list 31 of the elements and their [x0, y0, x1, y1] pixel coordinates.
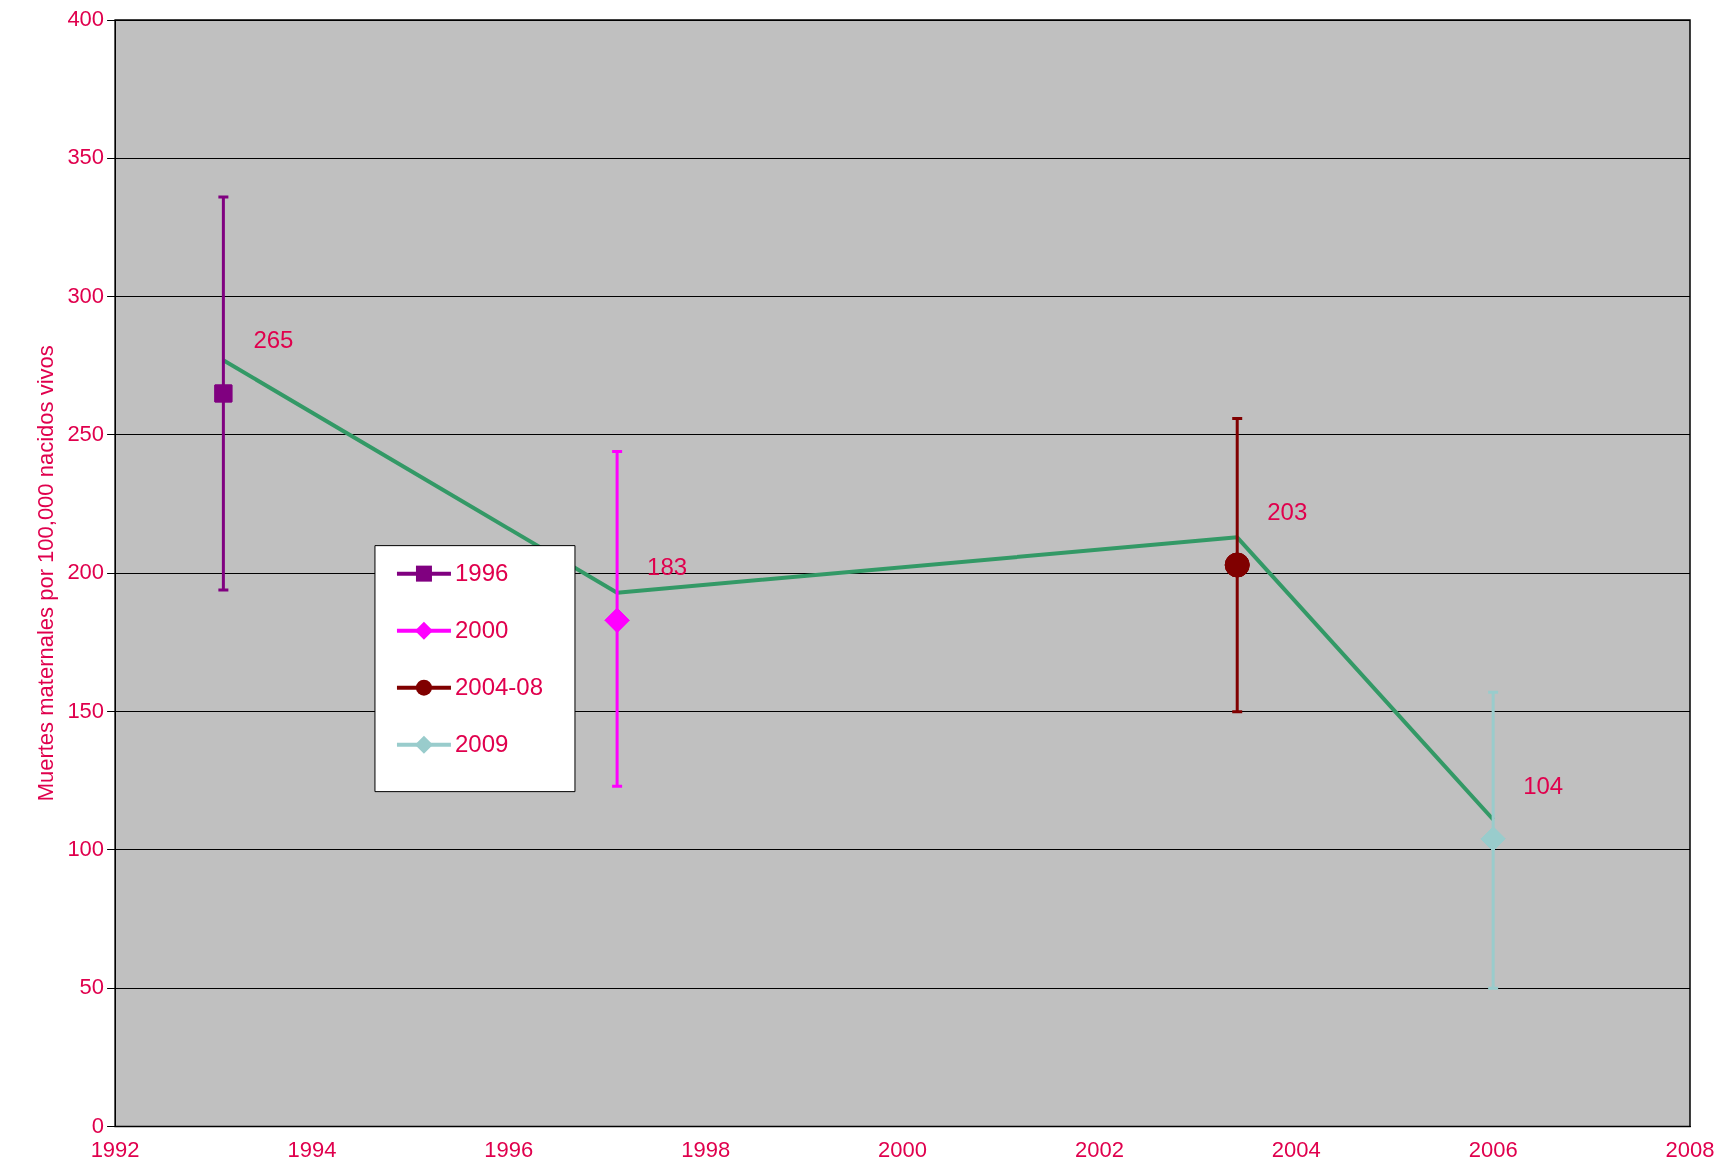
- x-tick-label: 1998: [681, 1136, 731, 1162]
- y-tick-label: 200: [67, 559, 105, 585]
- legend-label: 1996: [454, 559, 509, 587]
- y-tick-label: 300: [67, 282, 105, 308]
- point: [1480, 826, 1506, 852]
- y-axis-title: Muertes maternales por 100,000 nacidos vivos: [33, 345, 59, 802]
- x-tick-label: 2002: [1074, 1136, 1124, 1162]
- legend-label: 2000: [454, 616, 509, 644]
- data-label: 104: [1523, 771, 1564, 799]
- x-tick-label: 2000: [878, 1136, 928, 1162]
- y-tick-label: 50: [79, 974, 105, 1000]
- data-label: 265: [253, 326, 294, 354]
- y-tick-label: 400: [67, 6, 105, 32]
- x-tick-label: 1994: [287, 1136, 337, 1162]
- point: [604, 607, 630, 633]
- legend-label: 2009: [454, 730, 509, 758]
- x-tick-label: 1996: [484, 1136, 534, 1162]
- y-tick-label: 250: [67, 421, 105, 447]
- y-tick-label: 100: [67, 836, 105, 862]
- y-tick-label: 150: [67, 697, 105, 723]
- data-label: 183: [647, 552, 688, 580]
- x-tick-label: 2006: [1468, 1136, 1518, 1162]
- point: [1224, 552, 1250, 578]
- point: [214, 384, 233, 403]
- data-label: 203: [1267, 497, 1308, 525]
- y-tick-label: 0: [91, 1112, 105, 1138]
- y-tick-label: 350: [67, 144, 105, 170]
- x-tick-label: 2008: [1665, 1136, 1715, 1162]
- x-tick-label: 1992: [90, 1136, 140, 1162]
- x-tick-label: 2004: [1271, 1136, 1321, 1162]
- legend-label: 2004-08: [454, 673, 544, 701]
